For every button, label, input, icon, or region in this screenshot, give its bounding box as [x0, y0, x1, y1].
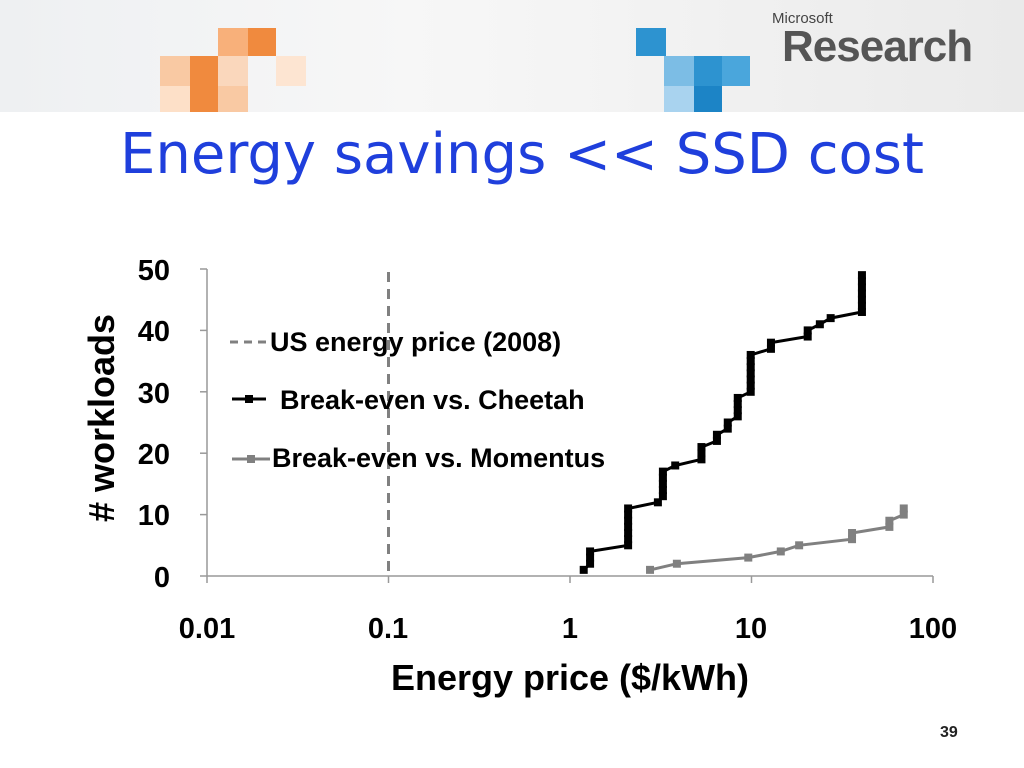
data-point: [624, 510, 633, 519]
data-point: [744, 553, 753, 562]
data-point: [624, 529, 633, 538]
x-tick-label: 100: [909, 613, 957, 645]
data-point: [624, 535, 633, 544]
data-point: [803, 326, 812, 335]
data-point: [899, 510, 908, 519]
data-point: [624, 541, 633, 550]
data-point: [733, 406, 742, 415]
data-point: [723, 424, 732, 433]
data-point: [624, 504, 633, 513]
data-point: [857, 301, 866, 310]
x-tick-label: 1: [562, 613, 578, 645]
data-point: [857, 271, 866, 280]
data-point: [885, 522, 894, 531]
y-tick-label: 10: [138, 500, 170, 532]
data-point: [658, 467, 667, 476]
data-point: [658, 492, 667, 501]
microsoft-logo-text: Microsoft: [772, 10, 833, 27]
data-point: [746, 369, 755, 378]
data-point: [624, 522, 633, 531]
data-point: [624, 516, 633, 525]
data-point: [697, 449, 706, 458]
data-point: [857, 307, 866, 316]
research-logo-text: Research: [782, 22, 973, 71]
data-point: [658, 479, 667, 488]
data-point: [653, 498, 662, 507]
data-point: [697, 455, 706, 464]
data-point: [766, 344, 775, 353]
data-point: [776, 547, 785, 556]
data-point: [658, 486, 667, 495]
data-point: [586, 559, 595, 568]
data-point: [857, 295, 866, 304]
data-point: [746, 363, 755, 372]
data-point: [899, 504, 908, 513]
data-point: [579, 565, 588, 574]
data-point: [658, 473, 667, 482]
x-tick-label: 0.1: [368, 613, 408, 645]
legend: US energy price (2008) Break-even vs. Ch…: [230, 327, 605, 473]
data-point: [826, 314, 835, 323]
data-point: [723, 418, 732, 427]
y-tick-label: 0: [154, 562, 170, 594]
data-point: [857, 289, 866, 298]
data-point: [671, 461, 680, 470]
data-point: [712, 436, 721, 445]
data-point: [733, 393, 742, 402]
page-number: 39: [940, 724, 958, 741]
data-point: [766, 338, 775, 347]
data-point: [672, 559, 681, 568]
data-point: [697, 443, 706, 452]
legend-marker: [245, 395, 253, 403]
x-axis-label: Energy price ($/kWh): [391, 657, 749, 698]
data-point: [746, 375, 755, 384]
slide-title: Energy savings << SSD cost: [120, 122, 924, 187]
data-point: [815, 320, 824, 329]
legend-label: Break-even vs. Cheetah: [280, 385, 585, 415]
data-point: [586, 553, 595, 562]
data-point: [857, 277, 866, 286]
legend-marker: [247, 455, 255, 463]
data-point: [746, 387, 755, 396]
data-point: [586, 547, 595, 556]
y-tick-label: 20: [138, 439, 170, 471]
series-line-momentus: [649, 508, 906, 572]
data-point: [848, 529, 857, 538]
data-point: [746, 381, 755, 390]
legend-label: Break-even vs. Momentus: [272, 443, 605, 473]
data-point: [885, 516, 894, 525]
x-tick-label: 0.01: [179, 613, 235, 645]
data-point: [848, 535, 857, 544]
data-point: [803, 332, 812, 341]
data-point: [746, 357, 755, 366]
data-point: [746, 350, 755, 359]
y-axis-label: # workloads: [81, 314, 122, 522]
data-point: [857, 283, 866, 292]
x-tick-label: 10: [735, 613, 767, 645]
y-tick-label: 30: [138, 378, 170, 410]
data-point: [733, 400, 742, 409]
data-point: [646, 565, 655, 574]
data-point: [733, 412, 742, 421]
data-point: [795, 541, 804, 550]
legend-label: US energy price (2008): [270, 327, 561, 357]
y-tick-label: 40: [138, 316, 170, 348]
y-tick-label: 50: [138, 255, 170, 287]
data-point: [712, 430, 721, 439]
